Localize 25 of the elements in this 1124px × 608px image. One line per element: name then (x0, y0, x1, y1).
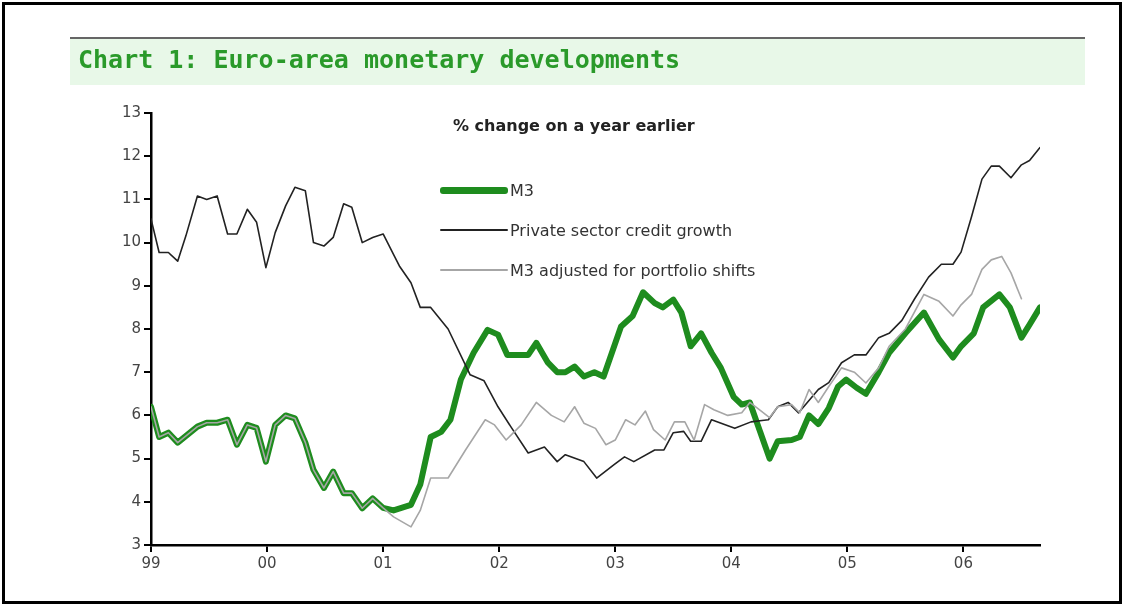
x-tick-label: 06 (953, 553, 973, 572)
y-tick-label: 3 (131, 534, 141, 553)
x-tick-label: 05 (837, 553, 857, 572)
chart-title: Chart 1: Euro-area monetary developments (78, 45, 681, 74)
x-tick-label: 00 (257, 553, 277, 572)
y-tick-label: 4 (131, 491, 141, 510)
y-tick-label: 13 (121, 102, 141, 121)
x-tick-label: 03 (605, 553, 625, 572)
header-band: Chart 1: Euro-area monetary developments (70, 37, 1085, 85)
legend-label: M3 (510, 180, 534, 200)
y-tick-label: 7 (131, 362, 141, 381)
y-tick-label: 6 (131, 405, 141, 424)
x-tick-label: 01 (373, 553, 393, 572)
x-tick-label: 02 (489, 553, 509, 572)
y-tick-label: 11 (121, 189, 141, 208)
chart-subtitle: % change on a year earlier (453, 116, 695, 135)
x-tick-label: 99 (141, 553, 161, 572)
y-tick-label: 9 (131, 275, 141, 294)
x-tick-label: 04 (721, 553, 741, 572)
legend-label: Private sector credit growth (510, 220, 733, 240)
legend-label: M3 adjusted for portfolio shifts (510, 260, 756, 280)
y-tick-label: 5 (131, 448, 141, 467)
y-tick-label: 10 (121, 232, 141, 251)
y-tick-label: 12 (121, 146, 141, 165)
y-tick-label: 8 (131, 318, 141, 337)
